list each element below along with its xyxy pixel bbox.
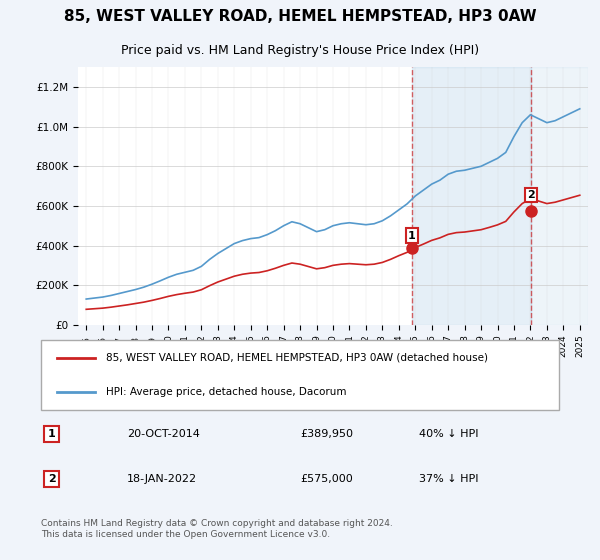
Text: 2: 2 bbox=[48, 474, 55, 484]
Text: 1: 1 bbox=[408, 231, 416, 241]
Text: 85, WEST VALLEY ROAD, HEMEL HEMPSTEAD, HP3 0AW (detached house): 85, WEST VALLEY ROAD, HEMEL HEMPSTEAD, H… bbox=[106, 353, 488, 363]
Text: £575,000: £575,000 bbox=[300, 474, 353, 484]
Text: HPI: Average price, detached house, Dacorum: HPI: Average price, detached house, Daco… bbox=[106, 388, 346, 398]
Text: 40% ↓ HPI: 40% ↓ HPI bbox=[419, 429, 478, 439]
Text: 20-OCT-2014: 20-OCT-2014 bbox=[127, 429, 200, 439]
Text: 1: 1 bbox=[48, 429, 55, 439]
Bar bbox=[412, 67, 531, 325]
Text: 85, WEST VALLEY ROAD, HEMEL HEMPSTEAD, HP3 0AW: 85, WEST VALLEY ROAD, HEMEL HEMPSTEAD, H… bbox=[64, 10, 536, 24]
Text: 37% ↓ HPI: 37% ↓ HPI bbox=[419, 474, 478, 484]
Text: Price paid vs. HM Land Registry's House Price Index (HPI): Price paid vs. HM Land Registry's House … bbox=[121, 44, 479, 57]
Text: £389,950: £389,950 bbox=[300, 429, 353, 439]
FancyBboxPatch shape bbox=[41, 340, 559, 410]
Text: 18-JAN-2022: 18-JAN-2022 bbox=[127, 474, 197, 484]
Bar bbox=[531, 67, 588, 325]
Text: 2: 2 bbox=[527, 190, 535, 200]
Text: Contains HM Land Registry data © Crown copyright and database right 2024.
This d: Contains HM Land Registry data © Crown c… bbox=[41, 519, 392, 539]
